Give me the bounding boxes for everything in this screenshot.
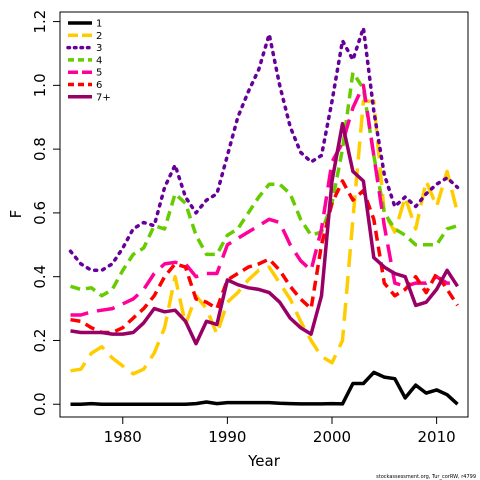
x-tick-label: 2010 [418, 428, 456, 446]
series-line-3 [68, 26, 460, 273]
legend-label-3: 3 [96, 43, 102, 54]
y-tick-label: 0.4 [31, 265, 49, 289]
series-line-6 [70, 179, 459, 335]
series-line-2 [70, 99, 460, 376]
series-line-7plus [70, 121, 459, 346]
x-tick-label: 2000 [313, 428, 351, 446]
y-tick-label: 0.0 [31, 392, 49, 416]
legend-label-1: 1 [96, 19, 102, 30]
y-tick-label: 0.8 [31, 137, 49, 161]
y-tick-label: 0.2 [31, 329, 49, 353]
y-tick-label: 0.6 [31, 201, 49, 225]
legend-label-2: 2 [96, 31, 102, 42]
legend-label-7plus: 7+ [96, 92, 111, 103]
footnote: stockassessment.org, Tur_corRW, r4799 [376, 474, 476, 480]
x-axis-title: Year [247, 452, 281, 470]
series-line-4 [70, 70, 459, 298]
x-tick-label: 1990 [208, 428, 246, 446]
y-tick-label: 1.2 [31, 10, 49, 34]
y-axis: 0.0 0.2 0.4 0.6 0.8 1.0 1.2 [31, 10, 60, 416]
y-axis-title: F [7, 210, 25, 219]
legend-label-4: 4 [96, 55, 102, 66]
x-tick-label: 1980 [104, 428, 142, 446]
series-line-1 [70, 370, 459, 406]
legend-label-5: 5 [96, 68, 102, 79]
legend-label-6: 6 [96, 80, 102, 91]
plot-lines [68, 26, 460, 406]
x-axis: 1980 1990 2000 2010 [104, 417, 456, 446]
plot-frame [59, 11, 469, 418]
y-tick-label: 1.0 [31, 73, 49, 97]
